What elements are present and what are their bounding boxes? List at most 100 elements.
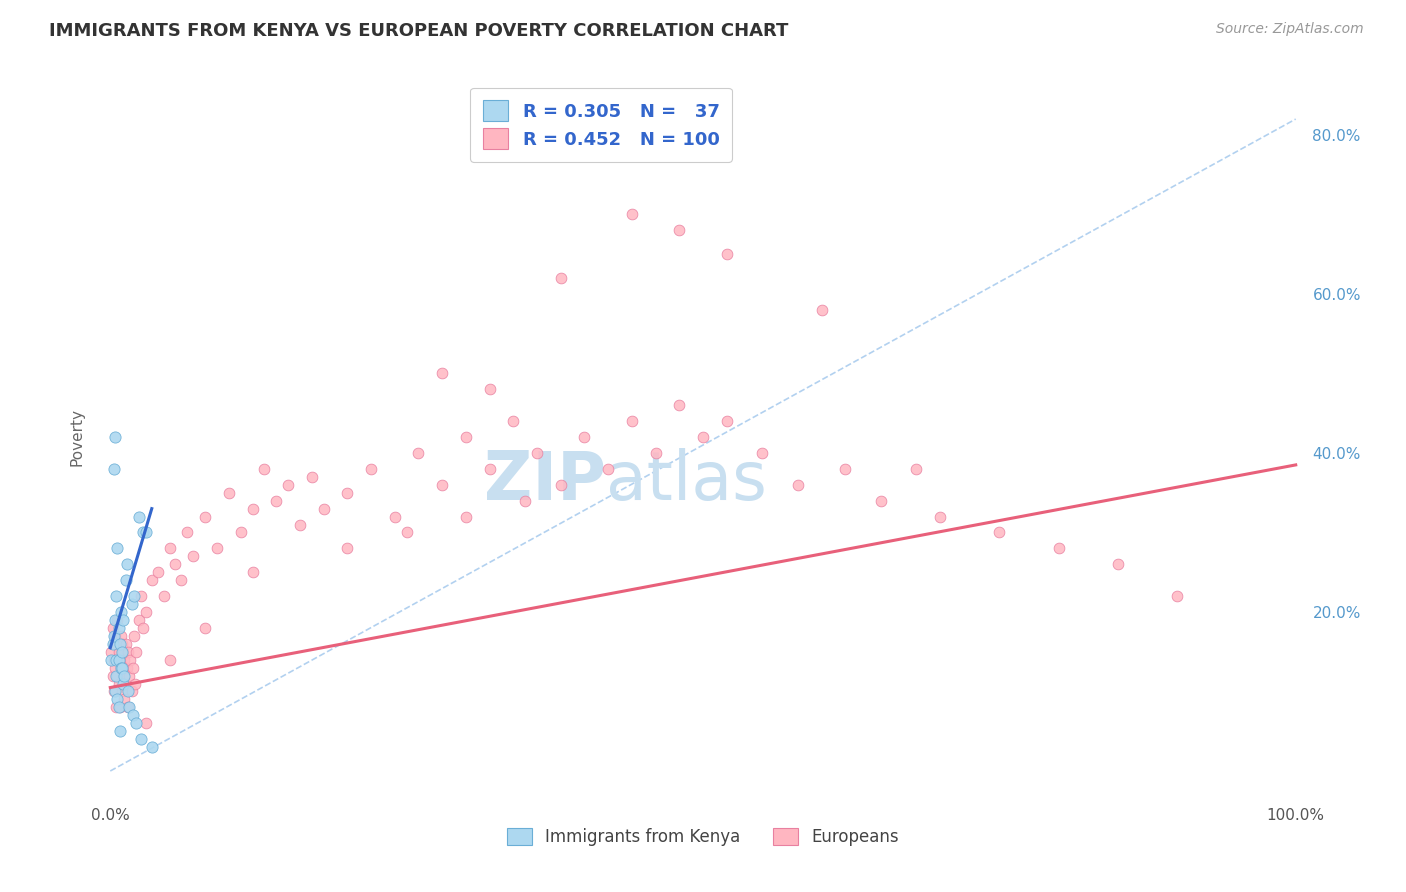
Point — [114, 653, 136, 667]
Point — [121, 684, 143, 698]
Point — [105, 668, 128, 682]
Point — [100, 645, 122, 659]
Point — [312, 501, 335, 516]
Point — [115, 558, 138, 572]
Point — [118, 668, 141, 682]
Point — [132, 525, 155, 540]
Point — [129, 589, 152, 603]
Point — [905, 462, 928, 476]
Point — [118, 700, 141, 714]
Point — [716, 247, 738, 261]
Point — [103, 653, 125, 667]
Point — [114, 676, 136, 690]
Point — [253, 462, 276, 476]
Point — [395, 525, 418, 540]
Point — [108, 653, 131, 667]
Point — [515, 493, 537, 508]
Point — [301, 470, 323, 484]
Text: atlas: atlas — [606, 448, 768, 514]
Point — [114, 573, 136, 587]
Point — [112, 676, 135, 690]
Point — [336, 485, 359, 500]
Point — [141, 573, 163, 587]
Point — [598, 462, 620, 476]
Point — [135, 605, 157, 619]
Point — [110, 605, 132, 619]
Point — [111, 637, 134, 651]
Point — [103, 684, 125, 698]
Point — [101, 668, 124, 682]
Point — [716, 414, 738, 428]
Text: Source: ZipAtlas.com: Source: ZipAtlas.com — [1216, 22, 1364, 37]
Point — [574, 430, 596, 444]
Point — [502, 414, 524, 428]
Point — [111, 645, 134, 659]
Point — [1047, 541, 1070, 556]
Point — [101, 637, 124, 651]
Point — [105, 700, 128, 714]
Point — [360, 462, 382, 476]
Point — [114, 692, 136, 706]
Point — [105, 541, 128, 556]
Point — [229, 525, 252, 540]
Text: ZIP: ZIP — [484, 448, 606, 514]
Point — [620, 207, 643, 221]
Point — [125, 645, 148, 659]
Point — [751, 446, 773, 460]
Point — [110, 629, 132, 643]
Point — [107, 676, 129, 690]
Point — [104, 430, 127, 444]
Point — [128, 509, 150, 524]
Point — [125, 716, 148, 731]
Legend: Immigrants from Kenya, Europeans: Immigrants from Kenya, Europeans — [501, 822, 905, 853]
Point — [110, 660, 132, 674]
Point — [644, 446, 666, 460]
Point — [478, 462, 501, 476]
Point — [107, 645, 129, 659]
Point — [834, 462, 856, 476]
Point — [108, 700, 131, 714]
Point — [105, 668, 128, 682]
Point — [135, 525, 157, 540]
Point — [105, 692, 128, 706]
Point — [104, 629, 127, 643]
Point — [668, 398, 690, 412]
Point — [105, 613, 128, 627]
Point — [218, 485, 240, 500]
Point — [277, 477, 299, 491]
Point — [105, 653, 128, 667]
Point — [120, 653, 142, 667]
Point — [194, 509, 217, 524]
Point — [152, 589, 174, 603]
Point — [692, 430, 714, 444]
Point — [121, 660, 143, 674]
Point — [107, 621, 129, 635]
Point — [929, 509, 952, 524]
Point — [104, 660, 127, 674]
Point — [264, 493, 287, 508]
Point — [1166, 589, 1188, 603]
Point — [478, 383, 501, 397]
Point — [194, 621, 217, 635]
Point — [432, 477, 454, 491]
Point — [170, 573, 193, 587]
Point — [242, 501, 264, 516]
Point — [111, 660, 134, 674]
Point — [103, 462, 125, 476]
Point — [107, 700, 129, 714]
Point — [810, 302, 832, 317]
Point — [122, 629, 145, 643]
Point — [869, 493, 891, 508]
Point — [107, 653, 129, 667]
Point — [112, 645, 135, 659]
Point — [159, 653, 181, 667]
Point — [550, 477, 572, 491]
Point — [110, 660, 132, 674]
Point — [159, 541, 181, 556]
Point — [408, 446, 430, 460]
Point — [550, 271, 572, 285]
Point — [117, 645, 139, 659]
Point — [121, 708, 143, 723]
Point — [135, 716, 157, 731]
Point — [104, 613, 127, 627]
